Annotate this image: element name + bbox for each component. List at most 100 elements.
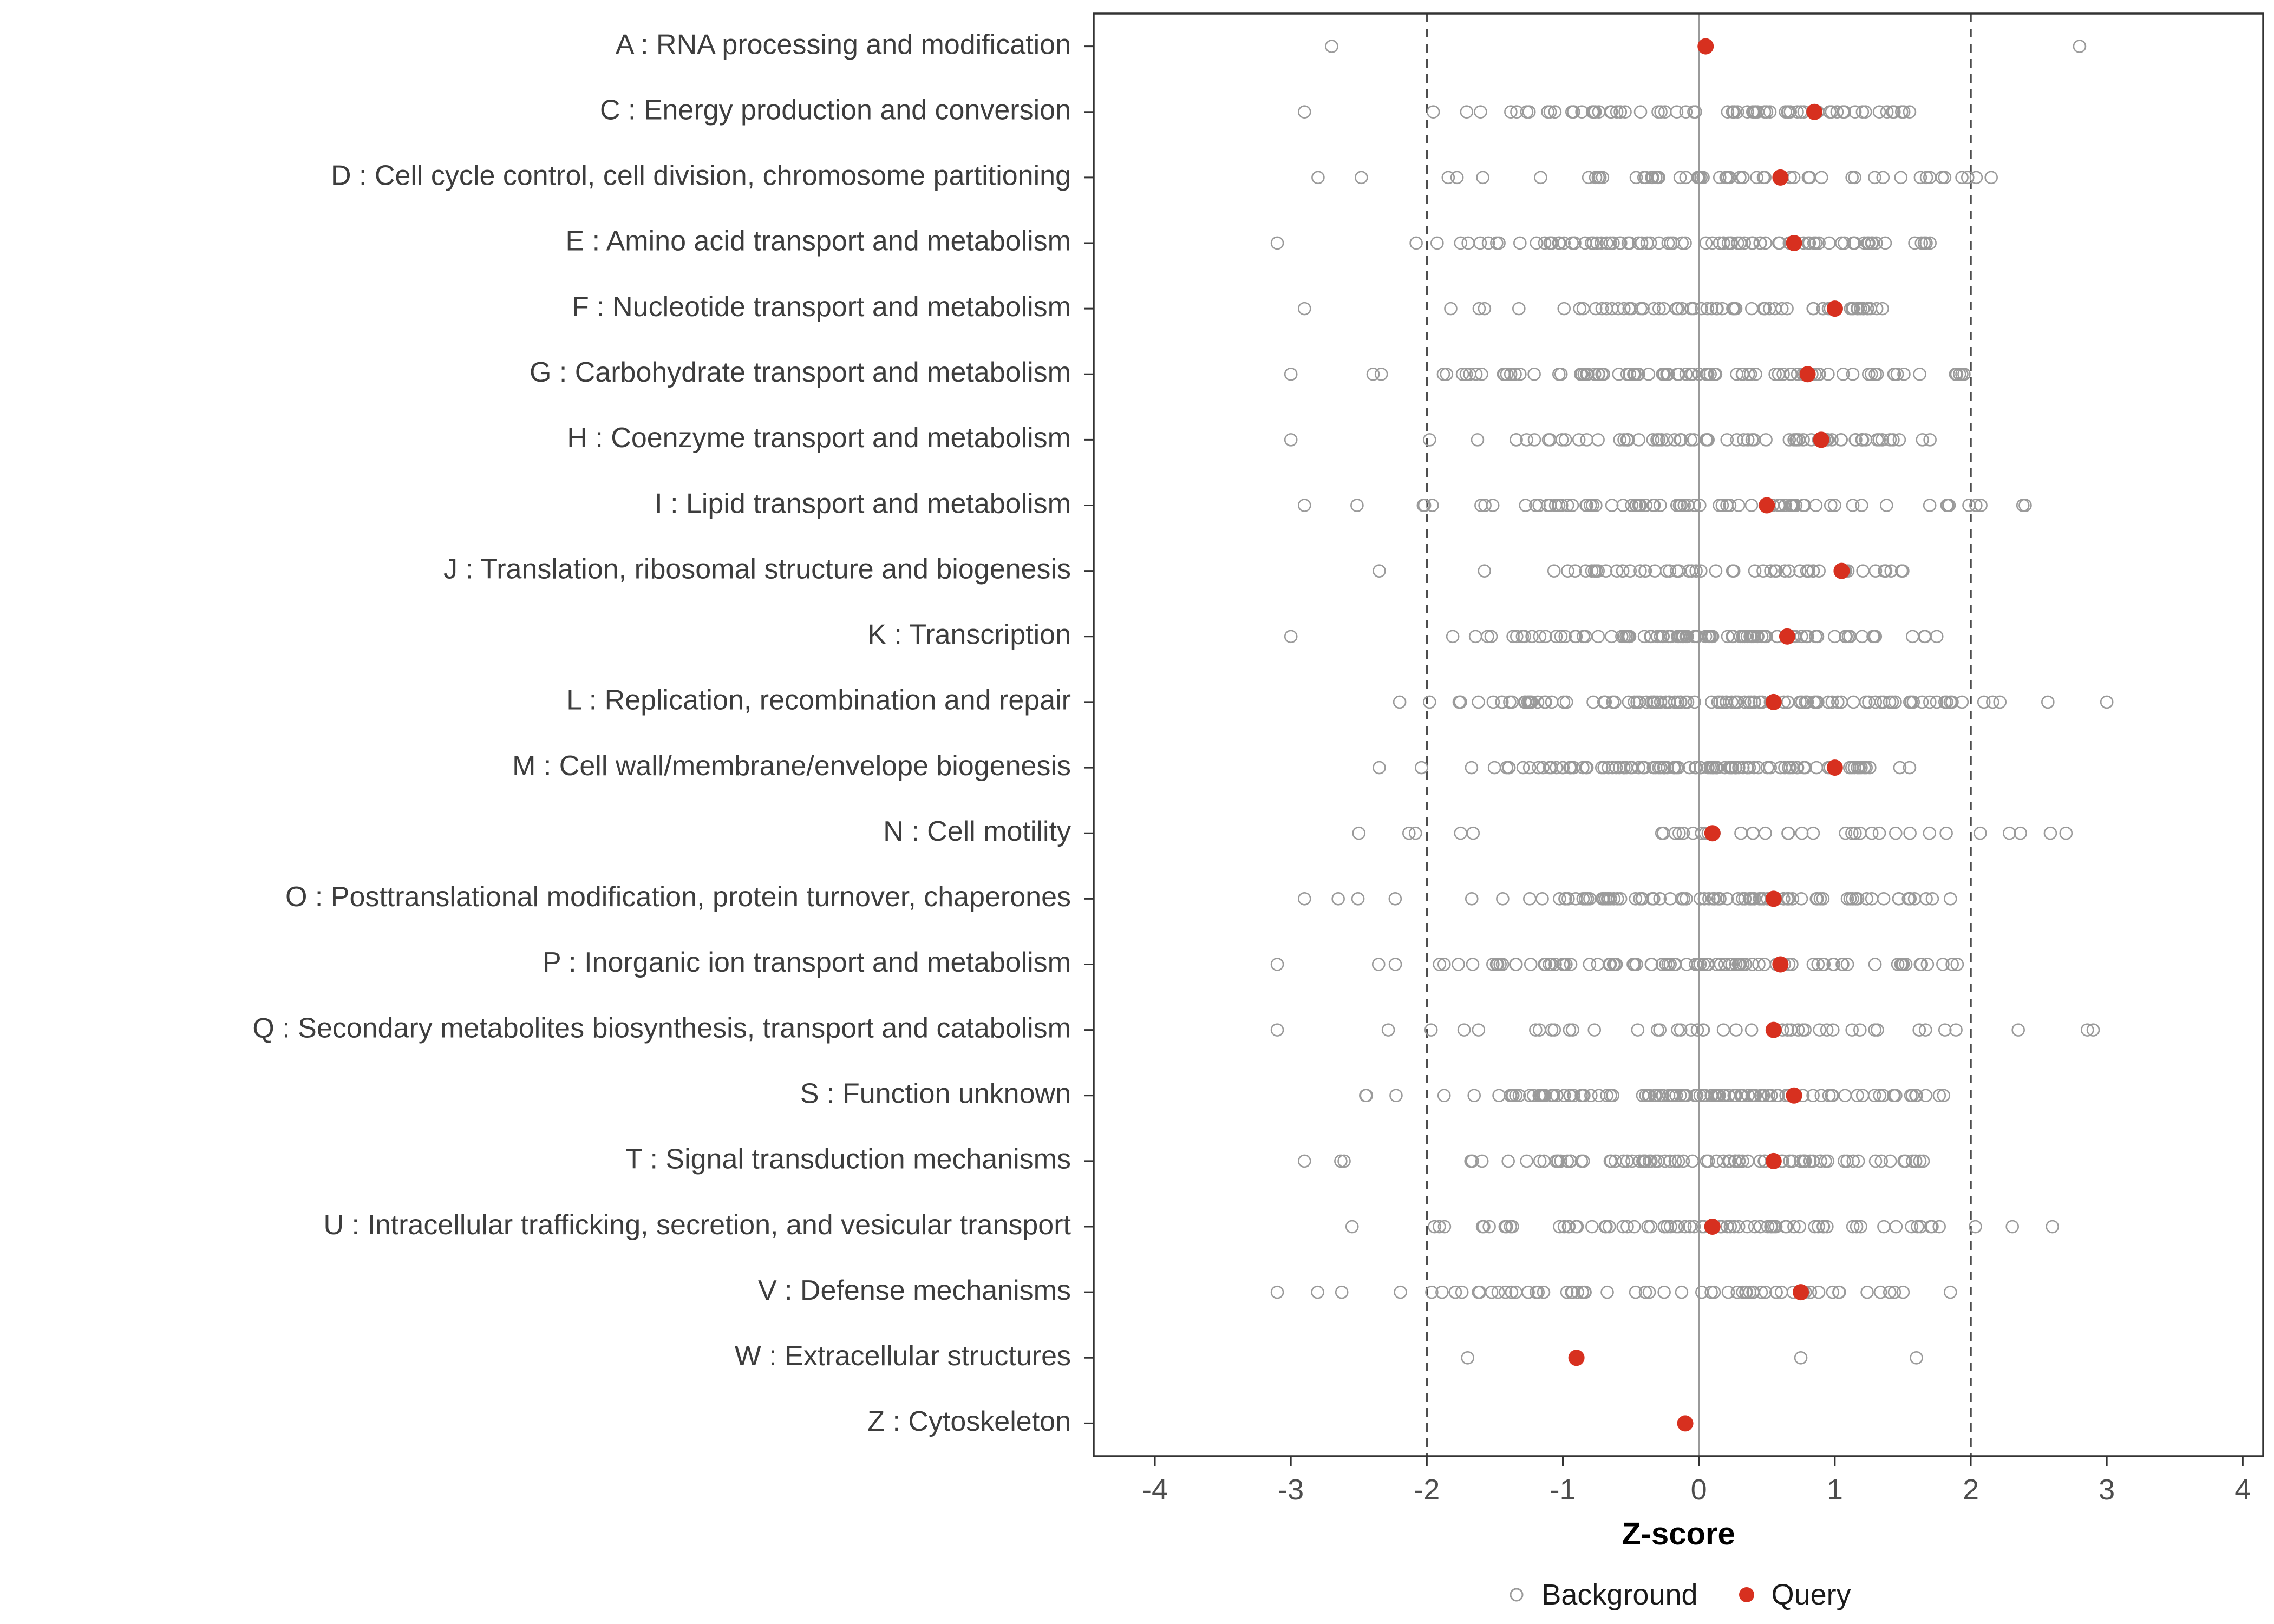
background-point <box>1600 1285 1614 1299</box>
background-point <box>1482 1220 1496 1234</box>
background-point <box>1846 367 1860 381</box>
background-point <box>1802 236 1816 250</box>
background-point <box>1896 1285 1910 1299</box>
background-point <box>2011 1023 2025 1037</box>
background-point <box>1679 105 1693 119</box>
background-point <box>1618 105 1632 119</box>
background-point <box>1532 499 1546 512</box>
query-point <box>1765 890 1782 907</box>
background-point <box>1450 171 1464 185</box>
background-point <box>1762 302 1776 316</box>
background-point <box>1701 367 1714 381</box>
query-point <box>1799 366 1816 383</box>
background-point <box>1644 695 1658 709</box>
background-point <box>1366 367 1380 381</box>
background-point <box>1834 433 1848 447</box>
background-point <box>1527 367 1541 381</box>
background-point <box>1868 171 1881 185</box>
background-point <box>1693 499 1707 512</box>
background-point <box>1795 826 1809 840</box>
background-point <box>1587 105 1600 119</box>
background-point <box>1716 1023 1730 1037</box>
background-point <box>1913 171 1927 185</box>
background-point <box>1798 761 1812 775</box>
background-point <box>1868 564 1883 578</box>
background-point <box>1575 367 1589 381</box>
background-point <box>1855 630 1869 644</box>
background-point <box>1660 367 1674 381</box>
background-point <box>1604 105 1617 119</box>
background-point <box>1591 958 1605 971</box>
background-point <box>1941 499 1955 512</box>
background-point <box>1645 892 1659 906</box>
background-point <box>1696 1089 1710 1103</box>
background-point <box>1609 1154 1622 1168</box>
background-point <box>1560 499 1574 512</box>
background-point <box>1525 630 1539 644</box>
background-point <box>1452 958 1465 971</box>
background-point <box>1478 302 1492 316</box>
background-point <box>1935 171 1949 185</box>
background-point <box>1642 367 1656 381</box>
background-point <box>1585 1220 1599 1234</box>
background-point <box>1736 1285 1750 1299</box>
background-point <box>1552 499 1566 512</box>
background-point <box>2005 1220 2020 1234</box>
background-point <box>1781 105 1795 119</box>
background-point <box>1939 826 1953 840</box>
query-point <box>1704 1219 1721 1235</box>
background-point <box>1727 302 1741 316</box>
background-point <box>1897 367 1911 381</box>
background-point <box>1642 1154 1656 1168</box>
x-axis-title: Z-score <box>1622 1516 1735 1551</box>
background-point <box>1874 1154 1889 1168</box>
background-point <box>1848 826 1862 840</box>
background-point <box>1713 499 1726 512</box>
background-point <box>1589 171 1603 185</box>
background-point <box>1475 1154 1489 1168</box>
background-point <box>1616 564 1630 578</box>
background-point <box>1686 826 1700 840</box>
background-point <box>1736 958 1750 971</box>
background-point <box>1574 1154 1589 1168</box>
background-point <box>1886 105 1899 119</box>
background-point <box>1649 1154 1662 1168</box>
background-point <box>1697 892 1711 906</box>
background-point <box>1852 761 1866 775</box>
background-point <box>1711 695 1725 709</box>
background-point <box>1664 630 1677 644</box>
background-point <box>1704 695 1718 709</box>
background-point <box>1486 958 1500 971</box>
background-point <box>2041 695 2055 709</box>
background-point <box>1637 171 1651 185</box>
background-point <box>1826 958 1840 971</box>
background-point <box>1815 171 1828 185</box>
background-point <box>1684 433 1697 447</box>
legend-item-background: Background <box>1506 1578 1698 1612</box>
category-label: T : Signal transduction mechanisms <box>625 1144 1071 1175</box>
background-point <box>1515 630 1530 644</box>
background-point <box>1476 171 1489 185</box>
query-point <box>1759 497 1775 514</box>
background-point <box>1706 236 1719 250</box>
background-point <box>1474 105 1487 119</box>
background-point <box>1613 433 1627 447</box>
background-point <box>1576 761 1590 775</box>
background-point <box>1811 695 1825 709</box>
background-point <box>1527 433 1541 447</box>
background-point <box>1776 367 1790 381</box>
background-point <box>1557 958 1571 971</box>
background-point <box>1544 761 1558 775</box>
background-point <box>1940 695 1953 709</box>
background-point <box>1629 892 1643 906</box>
background-point <box>1741 433 1755 447</box>
background-point <box>1623 564 1637 578</box>
background-point <box>1748 1220 1762 1234</box>
background-point <box>1920 958 1935 971</box>
background-point <box>1566 1023 1579 1037</box>
background-point <box>1943 695 1957 709</box>
background-point <box>1860 1285 1874 1299</box>
background-point <box>1730 1285 1744 1299</box>
background-point <box>1610 564 1624 578</box>
background-point <box>1720 499 1734 512</box>
